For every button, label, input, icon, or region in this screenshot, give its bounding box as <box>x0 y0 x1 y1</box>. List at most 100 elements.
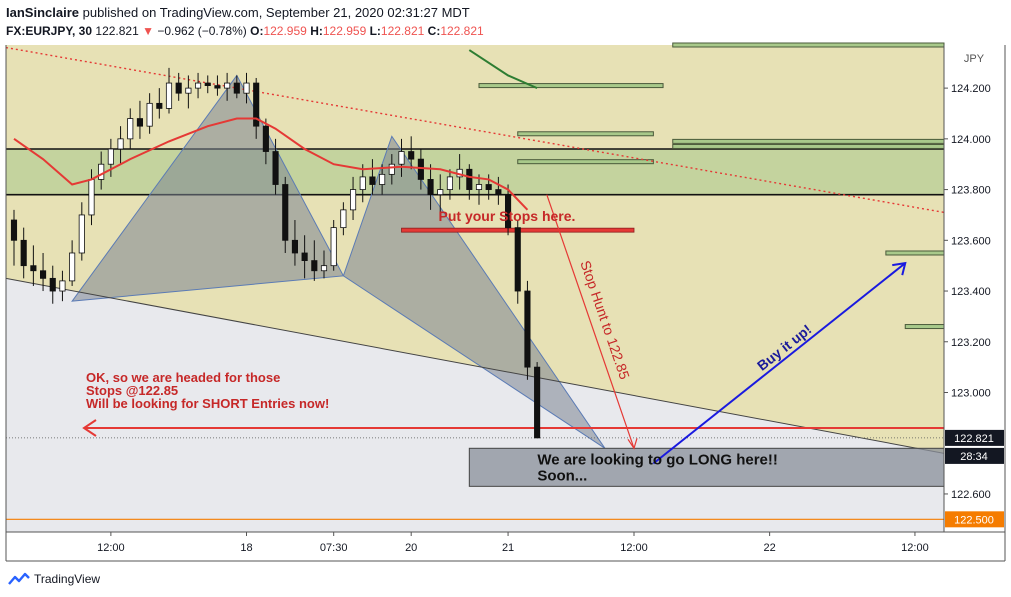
long-annotation-line: Soon... <box>537 467 587 484</box>
x-tick-label: 22 <box>764 542 776 554</box>
candle-body <box>475 184 483 190</box>
candle <box>10 209 18 266</box>
candle-body <box>359 176 366 190</box>
lower-trendline <box>5 277 945 454</box>
candle <box>243 72 250 104</box>
candle <box>437 174 444 215</box>
small-level-5 <box>517 159 654 165</box>
tradingview-logo-icon <box>8 572 30 585</box>
low-value: 122.821 <box>380 24 425 38</box>
brand-name[interactable]: TradingView <box>34 572 101 586</box>
close-value: 122.821 <box>440 24 484 38</box>
candle-body <box>311 260 318 272</box>
candle-body <box>136 118 144 127</box>
small-level-0 <box>672 42 945 48</box>
candle-body <box>78 214 85 254</box>
long-zone-box <box>468 447 945 487</box>
candle <box>330 220 337 271</box>
candle-body <box>379 173 386 185</box>
candle <box>504 184 512 236</box>
candle <box>156 88 163 119</box>
buy-arrow-head-icon <box>892 261 907 276</box>
price-label-box <box>945 429 1004 446</box>
candle <box>379 164 386 195</box>
candle-body <box>349 189 357 211</box>
buy-arrow <box>652 262 906 465</box>
candle <box>224 72 231 101</box>
small-level-6 <box>885 250 945 256</box>
candle <box>349 176 357 221</box>
candle <box>69 240 76 286</box>
x-tick-label: 20 <box>405 542 417 554</box>
candle-body <box>524 290 531 368</box>
candle-body <box>417 158 424 180</box>
candle-body <box>504 194 512 229</box>
symbol-name[interactable]: FX:EURJPY, 30 <box>6 24 93 38</box>
short-annotation-line: OK, so we are headed for those <box>86 370 280 385</box>
candle <box>98 151 105 190</box>
candle <box>388 154 395 185</box>
candle <box>146 93 153 134</box>
candle <box>175 72 182 101</box>
candle-body <box>466 168 473 190</box>
candle <box>214 75 221 96</box>
price-label-box <box>945 447 1004 464</box>
candle <box>49 265 56 304</box>
candle-body <box>340 209 347 229</box>
candle-body <box>282 184 289 241</box>
published-text: published on TradingView.com, September … <box>82 5 470 20</box>
open-value: 122.959 <box>263 24 307 38</box>
low-label: L: <box>369 24 381 38</box>
candle-body <box>49 277 56 292</box>
y-tick-label: 123.600 <box>951 235 991 247</box>
candle-body <box>194 82 202 89</box>
candle <box>282 176 289 253</box>
price-label-text: 122.500 <box>954 514 994 526</box>
candle-body <box>485 184 492 190</box>
open-label: O: <box>250 24 264 38</box>
candle <box>524 280 531 380</box>
candle <box>534 362 541 439</box>
candle <box>408 136 415 170</box>
x-tick-label: 18 <box>240 542 252 554</box>
candle <box>301 235 308 279</box>
candle-body <box>495 189 502 196</box>
y-tick-label: 123.400 <box>951 286 991 298</box>
candle <box>398 138 405 177</box>
small-level-4 <box>672 143 945 149</box>
x-tick-label: 12:00 <box>97 542 125 554</box>
candle-body <box>156 102 163 109</box>
y-tick-label: 124.200 <box>951 83 991 95</box>
chart-header: IanSinclaire published on TradingView.co… <box>6 4 1006 40</box>
y-tick-label: 123.200 <box>951 337 991 349</box>
candle-body <box>175 82 182 94</box>
publish-line: IanSinclaire published on TradingView.co… <box>6 4 1006 22</box>
resistance-trendline <box>5 46 945 214</box>
down-arrow-icon: ▼ <box>142 24 155 38</box>
y-tick-label: 122.600 <box>951 489 991 501</box>
candle <box>320 250 328 279</box>
candle <box>30 245 37 286</box>
candle-body <box>88 179 95 216</box>
price-change: −0.962 (−0.78%) <box>157 24 247 38</box>
candle-body <box>437 189 444 196</box>
candle <box>495 176 502 205</box>
x-tick-label: 12:00 <box>901 542 929 554</box>
candle-body <box>272 151 279 185</box>
candle-body <box>39 270 47 279</box>
candle <box>262 118 269 165</box>
candle-body <box>330 227 337 267</box>
author-name[interactable]: IanSinclaire <box>6 5 79 20</box>
candle-body <box>224 82 231 89</box>
candle-body <box>262 125 269 152</box>
candle <box>165 67 173 114</box>
candle-body <box>59 280 66 292</box>
y-tick-label: 123.000 <box>951 387 991 399</box>
candle-body <box>369 176 376 185</box>
currency-label: JPY <box>964 53 985 65</box>
candle-body <box>185 87 192 94</box>
candle-body <box>146 102 153 127</box>
stops-annotation: Put your Stops here. <box>439 208 576 224</box>
y-tick-label: 124.000 <box>951 134 991 146</box>
